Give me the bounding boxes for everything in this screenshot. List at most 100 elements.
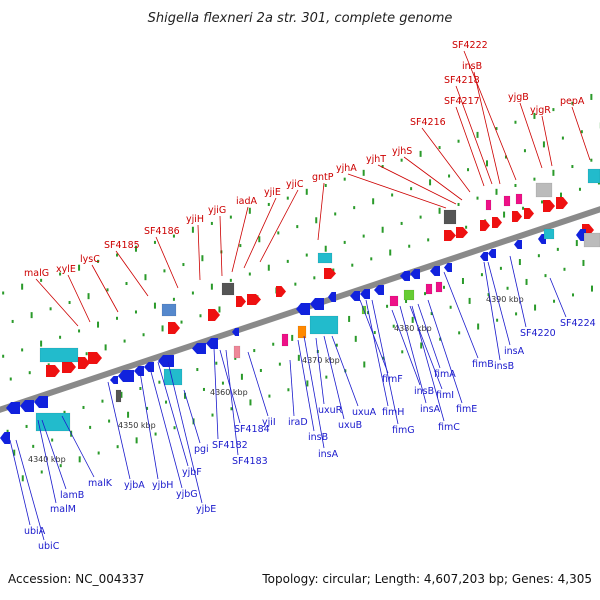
reverse-gene[interactable] [480,252,488,261]
gene-label[interactable]: yjbA [124,480,145,491]
reverse-gene[interactable] [488,249,496,258]
gene-label[interactable]: fimG [392,425,415,436]
reverse-gene[interactable] [0,432,10,444]
gene-feature[interactable] [233,345,241,359]
gene-label[interactable]: fimE [456,404,477,415]
gene-label[interactable]: ubiC [38,541,60,552]
gene-feature[interactable] [161,303,177,317]
gene-feature[interactable] [403,289,415,301]
gene-label[interactable]: SF4222 [452,40,488,51]
gene-label[interactable]: yjiC [286,179,304,190]
gene-feature[interactable] [389,295,399,307]
forward-gene[interactable] [46,365,60,377]
gene-label[interactable]: malM [50,504,76,515]
gene-feature[interactable] [535,182,553,198]
reverse-gene[interactable] [310,298,324,310]
gene-label[interactable]: fimI [436,390,454,401]
gene-label[interactable]: yjiG [208,205,226,216]
gene-label[interactable]: insA [504,346,525,357]
reverse-gene[interactable] [350,291,360,301]
gene-label[interactable]: uxuA [352,407,377,418]
forward-gene[interactable] [247,294,261,305]
reverse-gene[interactable] [158,355,174,367]
gene-feature[interactable] [281,333,289,347]
gene-label[interactable]: iraD [288,417,308,428]
gene-label[interactable]: yjbG [176,489,198,500]
gene-label[interactable]: yjiH [186,214,204,225]
forward-gene[interactable] [543,200,555,212]
reverse-gene[interactable] [360,289,370,299]
gene-label[interactable]: ubiA [24,526,46,537]
gene-label[interactable]: malG [24,268,49,279]
other-gene[interactable] [317,252,333,264]
reverse-gene[interactable] [110,376,118,384]
gene-label[interactable]: xylE [56,264,76,275]
gene-label[interactable]: insA [420,404,441,415]
gene-feature[interactable] [435,281,443,293]
reverse-gene[interactable] [232,328,239,336]
gene-label[interactable]: uxuR [318,405,343,416]
reverse-gene[interactable] [444,263,452,272]
forward-gene[interactable] [236,296,246,307]
forward-gene[interactable] [480,220,490,231]
gene-label[interactable]: pepA [560,96,585,107]
gene-label[interactable]: insB [494,361,514,372]
forward-gene[interactable] [62,361,76,373]
reverse-gene[interactable] [410,269,420,279]
gene-label[interactable]: SF4218 [444,75,480,86]
forward-gene[interactable] [324,268,336,279]
gene-label[interactable]: gntP [312,172,334,183]
gene-label[interactable]: yjhA [336,163,357,174]
reverse-gene[interactable] [514,240,522,249]
gene-label[interactable]: yjiE [264,187,281,198]
reverse-gene[interactable] [20,400,34,412]
gene-label[interactable]: SF4184 [234,424,270,435]
reverse-gene[interactable] [192,343,206,354]
reverse-gene[interactable] [34,396,48,408]
forward-gene[interactable] [556,197,568,209]
gene-label[interactable]: SF4220 [520,328,556,339]
gene-feature[interactable] [297,325,307,339]
gene-feature[interactable] [425,283,433,295]
reverse-gene[interactable] [144,362,154,372]
other-gene[interactable] [163,368,183,386]
gene-label[interactable]: SF4186 [144,226,180,237]
reverse-gene[interactable] [118,370,134,382]
gene-feature[interactable] [503,195,511,207]
forward-gene[interactable] [276,286,286,297]
reverse-gene[interactable] [374,285,384,295]
gene-label[interactable]: yjhS [392,146,412,157]
gene-label[interactable]: insB [414,386,434,397]
gene-label[interactable]: iadA [236,196,257,207]
forward-gene[interactable] [88,352,102,364]
reverse-gene[interactable] [296,303,310,315]
gene-feature[interactable] [443,209,457,225]
forward-gene[interactable] [524,208,534,219]
gene-label[interactable]: malK [88,478,113,489]
forward-gene[interactable] [512,211,522,222]
gene-label[interactable]: yjbF [182,467,202,478]
forward-gene[interactable] [444,230,456,241]
forward-gene[interactable] [78,357,90,369]
other-gene[interactable] [39,347,79,363]
forward-gene[interactable] [492,217,502,228]
gene-label[interactable]: yjbE [196,504,216,515]
reverse-gene[interactable] [134,366,144,376]
gene-label[interactable]: pgi [194,444,209,455]
gene-label[interactable]: SF4185 [104,240,140,251]
forward-gene[interactable] [168,322,180,334]
gene-label[interactable]: insB [462,61,482,72]
gene-label[interactable]: uxuB [338,420,362,431]
gene-label[interactable]: yjbH [152,480,173,491]
gene-label[interactable]: yjgB [508,92,529,103]
reverse-gene[interactable] [328,292,336,302]
gene-feature[interactable] [515,193,523,205]
reverse-gene[interactable] [430,266,440,276]
gene-label[interactable]: yjgR [530,105,551,116]
gene-label[interactable]: SF4216 [410,117,446,128]
reverse-gene[interactable] [576,229,586,241]
gene-feature[interactable] [485,199,492,211]
reverse-gene[interactable] [206,338,218,349]
gene-label[interactable]: insB [308,432,328,443]
gene-label[interactable]: insA [318,449,339,460]
